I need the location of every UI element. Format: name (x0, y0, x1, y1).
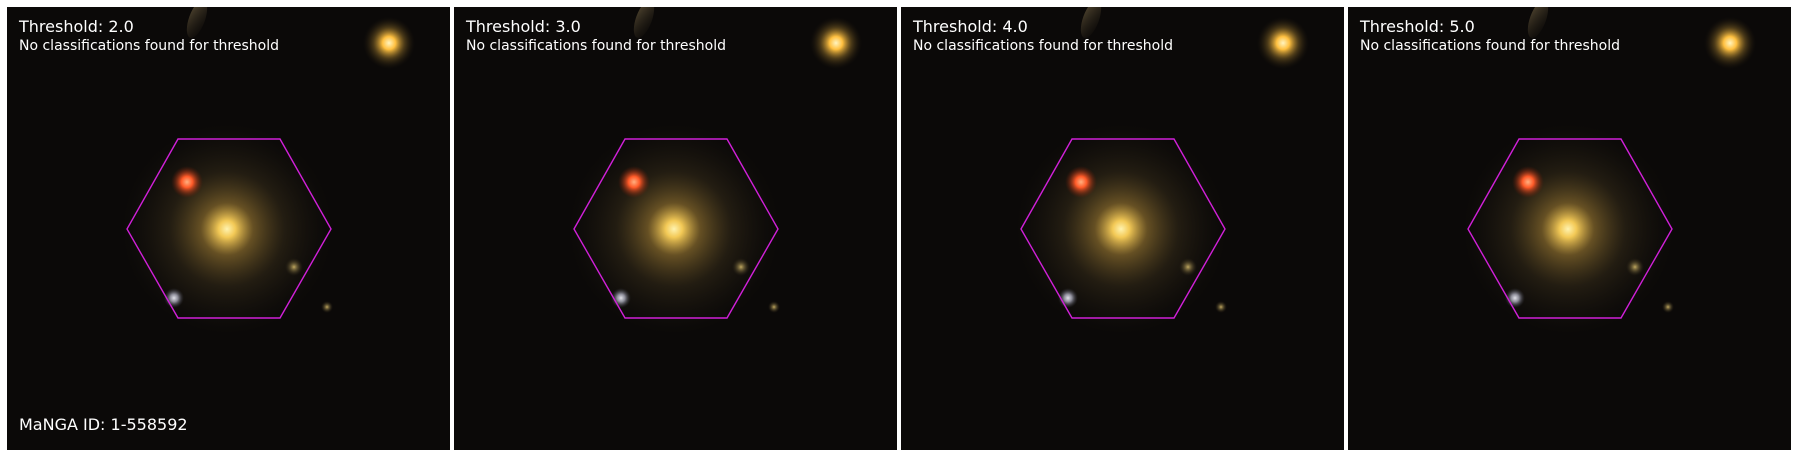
panel-threshold-4: Threshold: 4.0 No classifications found … (901, 7, 1344, 450)
manga-id-label: MaNGA ID: 1-558592 (19, 415, 188, 434)
ifu-hexagon (573, 138, 779, 319)
ifu-hexagon (1467, 138, 1673, 319)
galaxy-image (1463, 7, 1756, 334)
galaxy-image (569, 7, 862, 334)
threshold-label: Threshold: 3.0 (466, 17, 581, 36)
status-message: No classifications found for threshold (466, 38, 726, 54)
threshold-label: Threshold: 4.0 (913, 17, 1028, 36)
status-message: No classifications found for threshold (1360, 38, 1620, 54)
galaxy-image (122, 7, 415, 334)
threshold-label: Threshold: 2.0 (19, 17, 134, 36)
threshold-label: Threshold: 5.0 (1360, 17, 1475, 36)
panel-threshold-5: Threshold: 5.0 No classifications found … (1348, 7, 1791, 450)
status-message: No classifications found for threshold (913, 38, 1173, 54)
panel-threshold-2: Threshold: 2.0 No classifications found … (7, 7, 450, 450)
ifu-hexagon (1020, 138, 1226, 319)
galaxy-image (1016, 7, 1309, 334)
status-message: No classifications found for threshold (19, 38, 279, 54)
ifu-hexagon (126, 138, 332, 319)
panel-threshold-3: Threshold: 3.0 No classifications found … (454, 7, 897, 450)
